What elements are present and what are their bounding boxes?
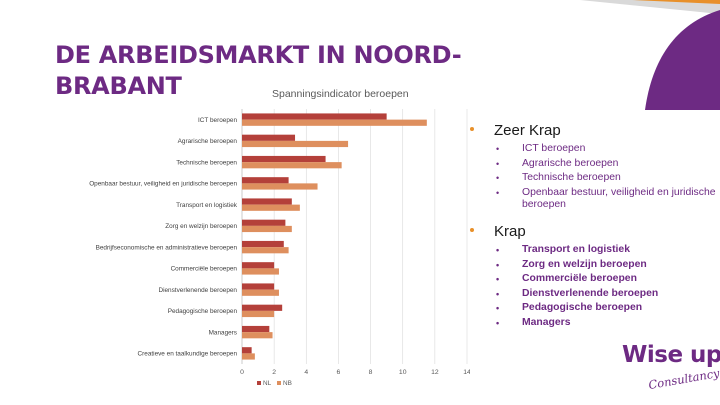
bar-nl <box>242 113 387 120</box>
bar-nl <box>242 219 286 226</box>
bar-nl <box>242 240 284 248</box>
category-label: Technische beroepen <box>176 159 237 166</box>
x-tick-label: 12 <box>431 369 439 376</box>
category-label: Commerciële beroepen <box>171 266 238 273</box>
list-item: Commerciële beroepen <box>470 273 720 286</box>
category-label: Dienstverlenende beroepen <box>158 287 237 294</box>
list-item: Managers <box>470 317 720 330</box>
zeer-krap-section: Zeer Krap ICT beroepen Agrarische beroep… <box>470 122 720 214</box>
bar-chart: Spanningsindicator beroepen 0 2 4 6 8 10 12 14 IC… <box>89 88 470 387</box>
list-item: Agrarische beroepen <box>470 158 720 171</box>
krap-section: Krap Transport en logistiek Zorg en welz… <box>470 223 720 332</box>
krap-heading-text: Krap <box>494 223 526 240</box>
logo-main-text: Wise up <box>622 342 720 368</box>
bar-nb <box>242 247 289 254</box>
legend-swatch-nb <box>277 381 281 385</box>
category-label: Zorg en welzijn beroepen <box>165 223 237 230</box>
legend-label-nl: NL <box>263 380 272 387</box>
bar-nl <box>242 177 289 184</box>
bullet-dot-icon <box>470 127 474 131</box>
x-tick-label: 2 <box>272 369 276 376</box>
chart-title: Spanningsindicator beroepen <box>272 88 409 100</box>
bar-nl <box>242 155 326 163</box>
corner-decoration <box>580 0 720 110</box>
bar-nb <box>242 140 349 148</box>
bar-nb <box>242 268 279 275</box>
bar-nb <box>242 162 342 169</box>
category-label: Creatieve en taalkundige beroepen <box>138 351 238 358</box>
x-tick-label: 14 <box>463 369 470 376</box>
category-label: ICT beroepen <box>198 117 237 124</box>
bar-nb <box>242 204 300 211</box>
list-item: Pedagogische beroepen <box>470 302 720 315</box>
bar-nb <box>242 332 273 339</box>
category-label: Bedrijfseconomische en administratieve b… <box>96 244 238 251</box>
krap-heading: Krap <box>470 223 720 240</box>
company-logo: Wise up Consultancy <box>618 340 720 405</box>
page-title: DE ARBEIDSMARKT IN NOORD-BRABANT <box>55 41 462 100</box>
bar-nl <box>242 325 270 333</box>
x-tick-label: 6 <box>337 369 341 376</box>
list-item: ICT beroepen <box>470 143 720 156</box>
x-tick-label: 8 <box>369 369 373 376</box>
category-label: Pedagogische beroepen <box>168 308 238 315</box>
bar-nl <box>242 134 296 141</box>
x-tick-label: 0 <box>240 369 244 376</box>
zeer-krap-heading: Zeer Krap <box>470 122 720 139</box>
bar-nl <box>242 262 275 269</box>
list-item: Technische beroepen <box>470 172 720 185</box>
category-label: Transport en logistiek <box>176 202 238 209</box>
bar-nl <box>242 304 283 311</box>
list-item: Transport en logistiek <box>470 244 720 257</box>
bar-nl <box>242 347 252 354</box>
bar-nl <box>242 198 292 205</box>
zeer-krap-heading-text: Zeer Krap <box>494 122 561 139</box>
bar-nb <box>242 289 279 296</box>
bar-nb <box>242 225 292 233</box>
bar-nb <box>242 310 275 318</box>
list-item: Zorg en welzijn beroepen <box>470 259 720 272</box>
bar-nb <box>242 353 255 360</box>
category-label: Managers <box>209 329 237 336</box>
bar-nl <box>242 283 275 290</box>
list-item: Dienstverlenende beroepen <box>470 288 720 301</box>
category-label: Openbaar bestuur, veiligheid en juridisc… <box>89 181 237 188</box>
x-tick-label: 4 <box>304 369 308 376</box>
legend-swatch-nl <box>257 381 261 385</box>
bullet-dot-icon <box>470 228 474 232</box>
list-item: Openbaar bestuur, veiligheid en juridisc… <box>470 187 720 212</box>
logo-sub-text: Consultancy <box>647 365 720 393</box>
category-label: Agrarische beroepen <box>178 138 238 145</box>
krap-list: Transport en logistiek Zorg en welzijn b… <box>470 244 720 330</box>
zeer-krap-list: ICT beroepen Agrarische beroepen Technis… <box>470 143 720 212</box>
x-tick-label: 10 <box>399 369 407 376</box>
bar-nb <box>242 183 318 190</box>
bar-nb <box>242 119 427 126</box>
legend-label-nb: NB <box>283 380 292 387</box>
